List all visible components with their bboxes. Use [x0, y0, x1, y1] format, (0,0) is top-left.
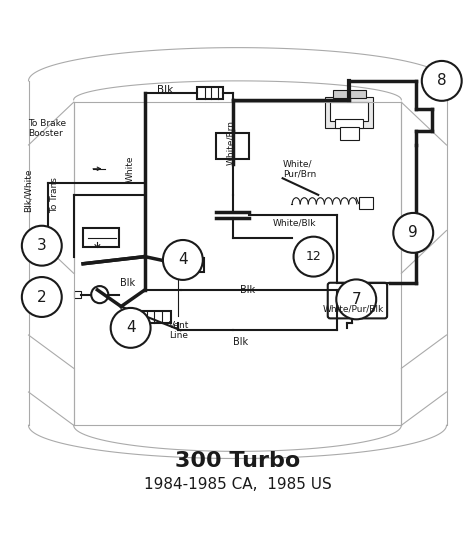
Bar: [340, 127, 359, 140]
Text: 4: 4: [126, 321, 135, 336]
Circle shape: [163, 240, 203, 280]
Text: 3: 3: [37, 238, 47, 253]
FancyBboxPatch shape: [328, 283, 387, 318]
Text: White: White: [126, 156, 135, 182]
Text: Blk/White: Blk/White: [24, 169, 33, 212]
Circle shape: [294, 237, 333, 277]
Text: Vent
Line: Vent Line: [169, 321, 189, 340]
Bar: [74, 291, 81, 298]
Text: Blk: Blk: [120, 278, 135, 288]
Bar: [335, 119, 363, 128]
Circle shape: [91, 286, 108, 303]
Circle shape: [393, 213, 433, 253]
Text: White/
Pur/Brn: White/ Pur/Brn: [283, 159, 316, 178]
Text: 7: 7: [352, 292, 361, 307]
Bar: [330, 102, 368, 121]
Circle shape: [336, 279, 376, 320]
Text: Blk: Blk: [157, 85, 173, 96]
Bar: [332, 90, 366, 98]
Circle shape: [22, 226, 62, 266]
Text: White/Pur/Blk: White/Pur/Blk: [323, 304, 384, 314]
Text: 8: 8: [437, 74, 446, 89]
Bar: [359, 197, 373, 209]
Bar: [83, 228, 119, 247]
Text: 4: 4: [178, 252, 188, 267]
Text: Blk: Blk: [240, 285, 255, 295]
Text: White/Brn: White/Brn: [226, 120, 235, 165]
Bar: [216, 133, 249, 159]
Text: 9: 9: [408, 226, 418, 241]
Bar: [140, 311, 171, 323]
Circle shape: [22, 277, 62, 317]
Text: 12: 12: [305, 250, 322, 263]
Text: White/Blk: White/Blk: [273, 219, 317, 228]
Text: 1984-1985 CA,  1985 US: 1984-1985 CA, 1985 US: [143, 477, 332, 492]
Text: 300 Turbo: 300 Turbo: [175, 451, 300, 471]
Text: To Trans: To Trans: [50, 177, 59, 213]
Bar: [325, 98, 373, 128]
Bar: [173, 258, 204, 272]
Text: Blk: Blk: [233, 337, 248, 347]
Text: 2: 2: [37, 289, 47, 304]
Text: To Brake
Booster: To Brake Booster: [28, 119, 66, 138]
Circle shape: [111, 308, 151, 348]
Bar: [197, 86, 223, 99]
Circle shape: [422, 61, 462, 101]
